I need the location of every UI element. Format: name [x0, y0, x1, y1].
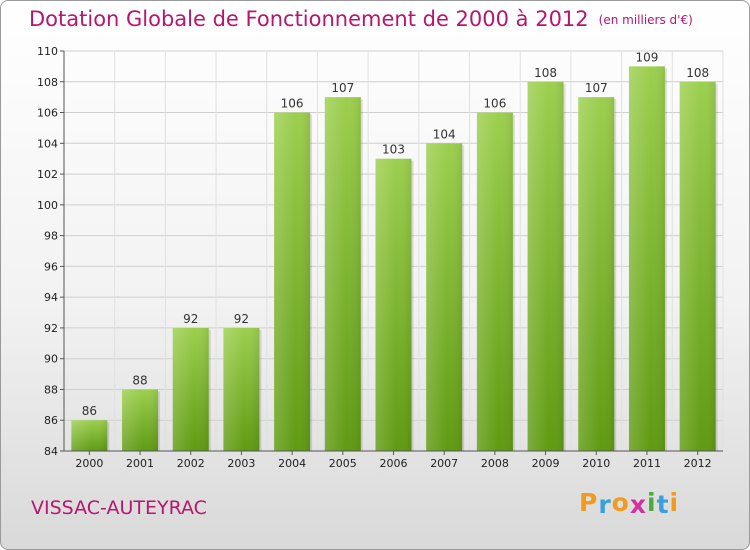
- bar-highlight: [223, 327, 260, 451]
- x-tick-label: 2002: [177, 457, 205, 470]
- data-label: 109: [636, 50, 659, 64]
- y-tick-label: 92: [44, 322, 58, 335]
- data-label: 88: [132, 373, 147, 387]
- bars: 86 88 92 92 106 107 103 104 106 108 107 109 108: [71, 50, 718, 452]
- y-tick-label: 96: [44, 260, 58, 273]
- bar-highlight: [578, 97, 615, 452]
- y-tick-label: 94: [44, 291, 58, 304]
- data-label: 92: [234, 312, 249, 326]
- data-label: 86: [82, 404, 97, 418]
- logo-letter: t: [656, 490, 670, 519]
- commune-name: VISSAC-AUTEYRAC: [31, 497, 207, 519]
- data-label: 104: [433, 127, 456, 141]
- x-tick-label: 2012: [684, 457, 712, 470]
- data-label: 107: [585, 81, 608, 95]
- y-tick-label: 84: [44, 445, 58, 458]
- bar-highlight: [324, 97, 361, 452]
- bar-highlight: [476, 112, 513, 452]
- axes: 84 86 88 90 92 94 96 98 100 102 104 106 108 110 2000 20…: [37, 45, 723, 470]
- y-tick-label: 86: [44, 414, 58, 427]
- data-label: 108: [534, 66, 557, 80]
- x-tick-label: 2010: [582, 457, 610, 470]
- bar-highlight: [628, 66, 665, 451]
- y-tick-label: 110: [37, 45, 58, 58]
- logo-letter: o: [611, 488, 630, 517]
- x-tick-label: 2006: [380, 457, 408, 470]
- bar-highlight: [274, 112, 311, 452]
- bar-highlight: [122, 389, 159, 451]
- logo-letter: P: [579, 488, 599, 517]
- data-label: 107: [331, 81, 354, 95]
- logo-letter: r: [598, 490, 612, 519]
- data-label: 92: [183, 312, 198, 326]
- bar-highlight: [71, 420, 108, 451]
- data-label: 106: [281, 97, 304, 111]
- x-tick-label: 2003: [227, 457, 255, 470]
- y-tick-label: 88: [44, 383, 58, 396]
- chart-unit: (en milliers d'€): [598, 13, 693, 27]
- x-tick-label: 2001: [126, 457, 154, 470]
- proxiti-logo: Proxiti: [579, 488, 680, 519]
- logo-letter: x: [629, 490, 647, 519]
- data-label: 106: [483, 97, 506, 111]
- bar-highlight: [679, 81, 716, 452]
- bar-highlight: [172, 327, 209, 451]
- y-tick-label: 90: [44, 353, 58, 366]
- chart-title: Dotation Globale de Fonctionnement de 20…: [29, 7, 693, 31]
- x-tick-label: 2009: [532, 457, 560, 470]
- y-tick-label: 100: [37, 199, 58, 212]
- bar-highlight: [426, 143, 463, 452]
- y-tick-label: 104: [37, 137, 58, 150]
- bar-highlight: [527, 81, 564, 452]
- x-tick-label: 2008: [481, 457, 509, 470]
- y-tick-label: 108: [37, 76, 58, 89]
- data-label: 103: [382, 143, 405, 157]
- logo-letter: i: [647, 488, 657, 517]
- x-tick-label: 2004: [278, 457, 306, 470]
- bar-highlight: [375, 158, 412, 451]
- x-tick-label: 2007: [430, 457, 458, 470]
- logo-letter: i: [669, 488, 680, 517]
- x-tick-label: 2000: [75, 457, 103, 470]
- y-tick-label: 102: [37, 168, 58, 181]
- y-tick-label: 106: [37, 107, 58, 120]
- data-label: 108: [686, 66, 709, 80]
- chart-title-text: Dotation Globale de Fonctionnement de 20…: [29, 7, 589, 31]
- x-tick-label: 2011: [633, 457, 661, 470]
- x-tick-label: 2005: [329, 457, 357, 470]
- y-tick-label: 98: [44, 230, 58, 243]
